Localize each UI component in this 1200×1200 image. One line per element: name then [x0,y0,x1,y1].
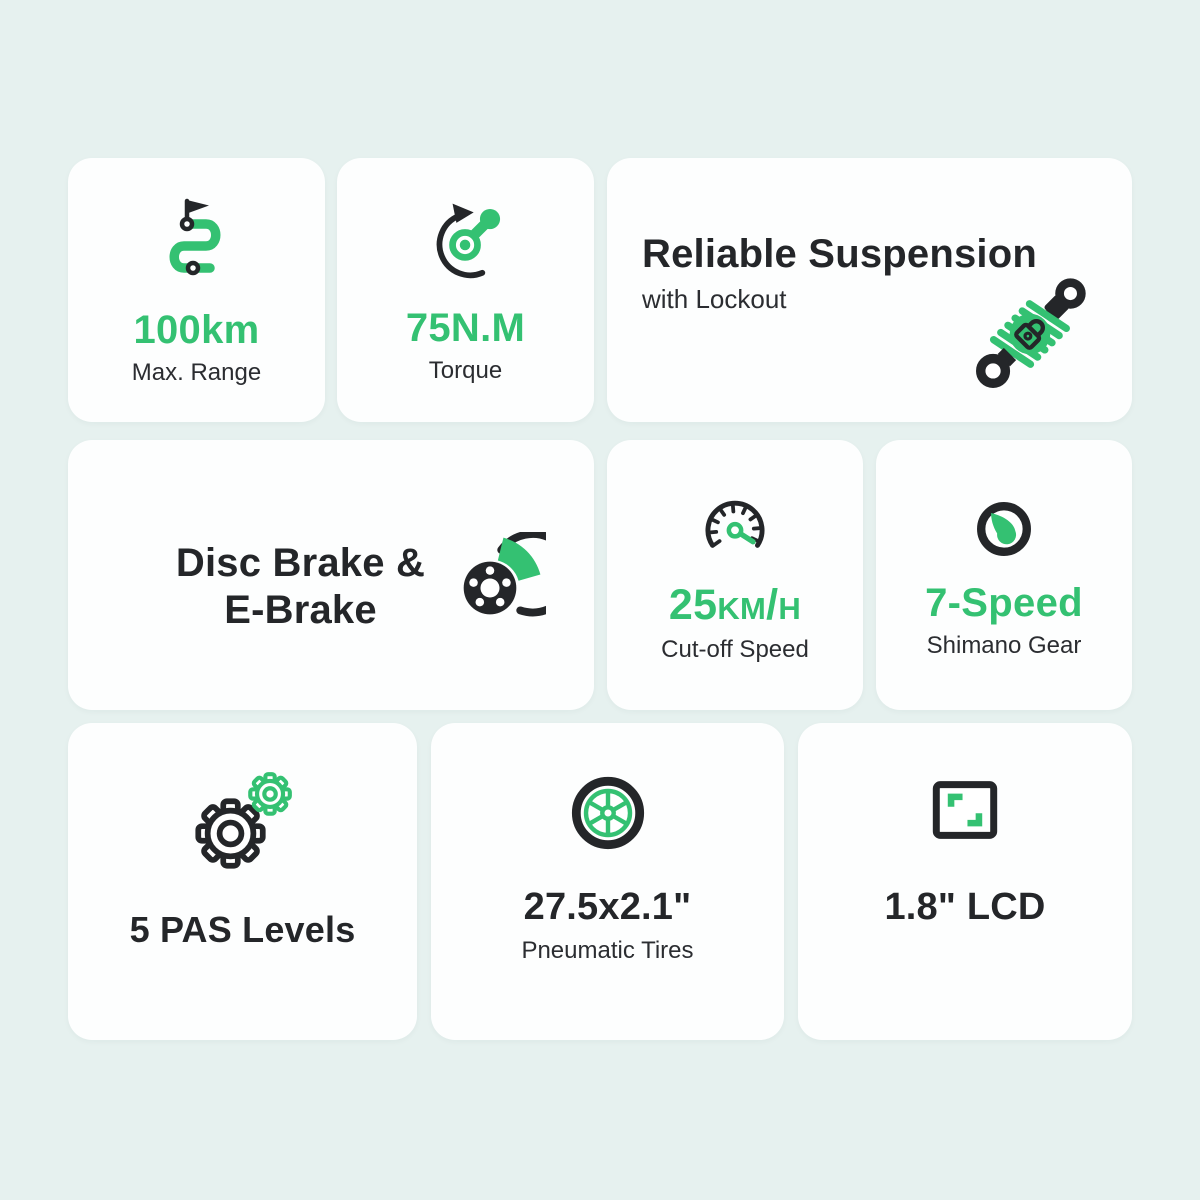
torque-label: Torque [428,356,503,384]
tire-title: 27.5x2.1" [523,886,692,928]
range-value: 100km [133,307,260,352]
card-max-range: 100km Max. Range [68,158,325,422]
speedometer-icon [694,486,776,568]
spoked-wheel-icon [564,769,652,857]
card-cutoff-speed: 25KM/H Cut-off Speed [607,440,863,710]
torque-value: 75N.M [405,305,526,350]
tire-label: Pneumatic Tires [521,936,694,964]
card-tires: 27.5x2.1" Pneumatic Tires [431,723,784,1040]
double-gear-icon [191,769,295,873]
seven-speed-label: Shimano Gear [926,631,1082,659]
card-pas-levels: 5 PAS Levels [68,723,417,1040]
seven-speed-value: 7-Speed [925,580,1083,625]
lcd-title: 1.8" LCD [884,886,1046,928]
brake-title-line1: Disc Brake & [175,541,426,585]
card-brakes: Disc Brake & E-Brake [68,440,594,710]
card-torque: 75N.M Torque [337,158,594,422]
pas-title: 5 PAS Levels [129,909,356,950]
brake-title-line2: E-Brake [224,588,377,633]
range-label: Max. Range [131,358,262,386]
card-suspension: Reliable Suspension with Lockout [607,158,1132,422]
card-seven-speed: 7-Speed Shimano Gear [876,440,1132,710]
route-flag-icon [147,194,247,294]
cutoff-label: Cut-off Speed [661,636,809,664]
suspension-title: Reliable Suspension [642,232,1038,276]
gear-dial-icon [966,491,1042,567]
suspension-shock-icon [959,260,1104,405]
lcd-screen-icon [924,769,1006,851]
suspension-subtitle: with Lockout [642,284,787,314]
card-lcd-display: 1.8" LCD [798,723,1132,1040]
disc-brake-icon [434,532,546,644]
cutoff-value: 25KM/H [668,581,802,630]
torque-crank-icon [418,196,514,292]
